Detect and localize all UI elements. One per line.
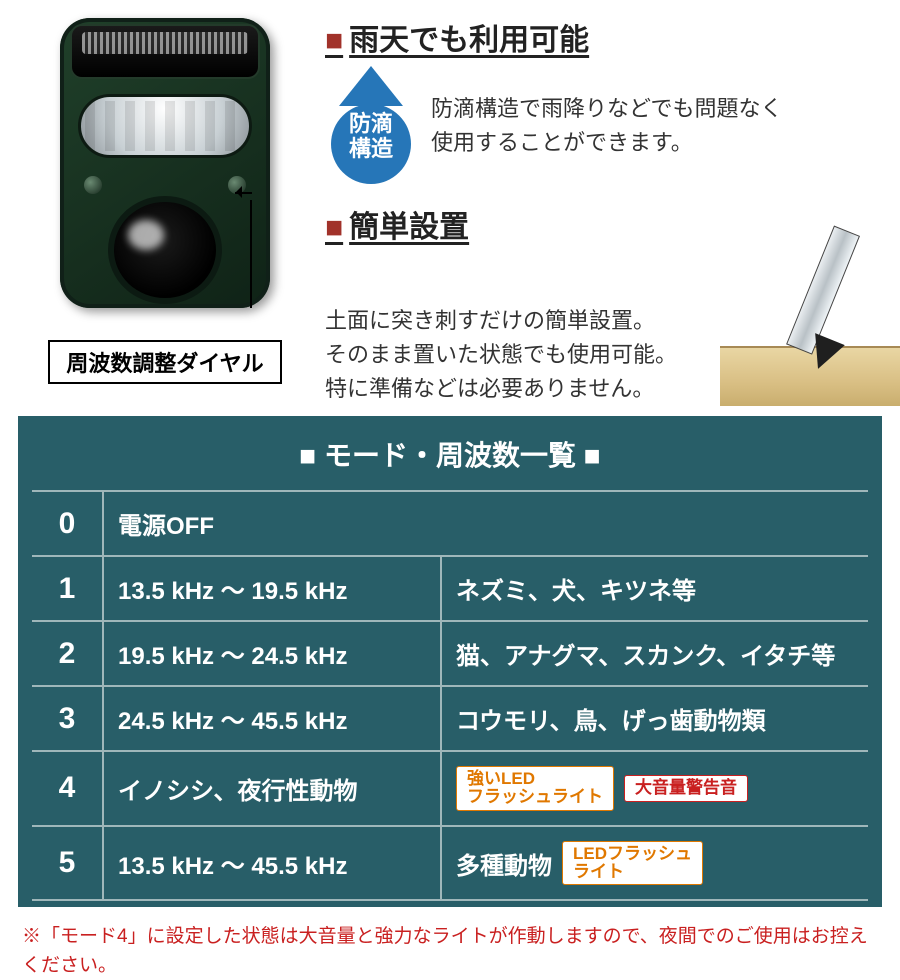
mode-target: 強いLEDフラッシュライト大音量警告音 <box>442 752 868 827</box>
mode-target: 多種動物LEDフラッシュライト <box>442 827 868 902</box>
mode-freq: 電源OFF <box>104 492 868 557</box>
square-bullet-icon: ■ <box>325 24 343 57</box>
mode-frequency-table: ■ モード・周波数一覧 ■ 0電源OFF113.5 kHz ～ 19.5 kHz… <box>18 416 882 907</box>
mode-target: 猫、アナグマ、スカンク、イタチ等 <box>442 622 868 687</box>
led-flash-chip: LEDフラッシュライト <box>562 841 703 886</box>
device-column: 周波数調整ダイヤル <box>30 10 300 406</box>
mode-number: 1 <box>32 557 104 622</box>
feature-install: ■簡単設置 土面に突き刺すだけの簡単設置。 そのまま置いた状態でも使用可能。 特… <box>325 202 880 406</box>
mode-target: コウモリ、鳥、げっ歯動物類 <box>442 687 868 752</box>
top-section: 周波数調整ダイヤル ■雨天でも利用可能 防滴 構造 防滴構造で雨降りなどでも問題… <box>0 0 900 416</box>
mode-freq: 13.5 kHz ～ 45.5 kHz <box>104 827 442 902</box>
mode-number: 3 <box>32 687 104 752</box>
mode-number: 0 <box>32 492 104 557</box>
dial-label: 周波数調整ダイヤル <box>48 340 281 384</box>
mode-number: 2 <box>32 622 104 687</box>
dial-pointer-arrow <box>250 200 252 308</box>
info-column: ■雨天でも利用可能 防滴 構造 防滴構造で雨降りなどでも問題なく 使用することが… <box>325 10 880 406</box>
feature-install-heading: ■簡単設置 <box>325 202 880 246</box>
feature-install-desc: 土面に突き刺すだけの簡単設置。 そのまま置いた状態でも使用可能。 特に準備などは… <box>325 304 715 406</box>
mode4-footnote: ※「モード4」に設定した状態は大音量と強力なライトが作動しますので、夜間でのご使… <box>0 907 900 980</box>
table-title: ■ モード・周波数一覧 ■ <box>32 430 868 490</box>
mode-number: 5 <box>32 827 104 902</box>
feature-rain-desc: 防滴構造で雨降りなどでも問題なく 使用することができます。 <box>431 74 783 160</box>
mode-freq: イノシシ、夜行性動物 <box>104 752 442 827</box>
device-illustration <box>40 10 290 330</box>
mode-freq: 13.5 kHz ～ 19.5 kHz <box>104 557 442 622</box>
feature-rain-heading: ■雨天でも利用可能 <box>325 15 880 59</box>
loud-alarm-chip: 大音量警告音 <box>624 775 748 801</box>
mode-freq: 24.5 kHz ～ 45.5 kHz <box>104 687 442 752</box>
feature-rain-title: 雨天でも利用可能 <box>349 24 589 57</box>
mode-number: 4 <box>32 752 104 827</box>
mode-freq: 19.5 kHz ～ 24.5 kHz <box>104 622 442 687</box>
drip-badge-line1: 防滴 <box>349 111 393 136</box>
drip-proof-icon: 防滴 構造 <box>325 74 413 184</box>
feature-install-title: 簡単設置 <box>349 211 469 244</box>
square-bullet-icon: ■ <box>325 211 343 244</box>
feature-rain: ■雨天でも利用可能 防滴 構造 防滴構造で雨降りなどでも問題なく 使用することが… <box>325 15 880 184</box>
drip-badge-line2: 構造 <box>349 136 393 161</box>
led-flash-chip: 強いLEDフラッシュライト <box>456 766 614 811</box>
stake-illustration <box>730 256 880 406</box>
mode-target: ネズミ、犬、キツネ等 <box>442 557 868 622</box>
